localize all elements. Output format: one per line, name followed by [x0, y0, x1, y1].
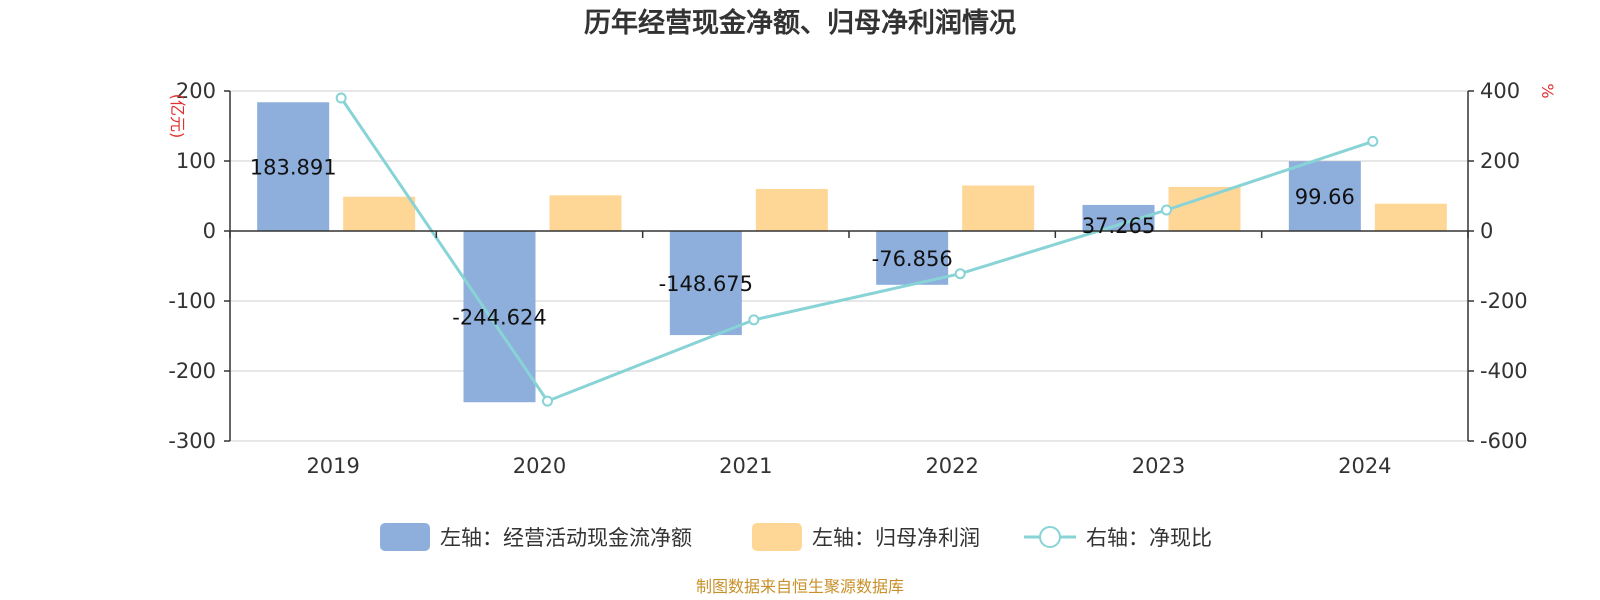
- legend-label-ratio: 右轴：净现比: [1086, 526, 1212, 550]
- axes: 200 100 0 -100 -200 -300 400 200 0 -200 -400 -600 20…: [168, 79, 1527, 478]
- bar-net-profit: [1374, 203, 1447, 231]
- bar-net-profit: [1168, 186, 1241, 231]
- x-tick-label: 2019: [306, 454, 359, 478]
- bar-cashflow: [876, 231, 949, 285]
- ratio-line: [335, 92, 1379, 407]
- left-tick-label: -200: [168, 359, 216, 383]
- data-label-cashflow: 37.265: [1082, 214, 1155, 238]
- data-label-cashflow: 99.66: [1295, 185, 1355, 209]
- chart-title: 历年经营现金净额、归母净利润情况: [584, 7, 1016, 39]
- bars: [257, 102, 1447, 403]
- bar-cashflow: [463, 231, 536, 403]
- data-label-cashflow: 183.891: [250, 156, 337, 180]
- ratio-point: [542, 395, 553, 407]
- left-tick-label: -100: [168, 289, 216, 313]
- bar-net-profit: [755, 189, 828, 231]
- right-tick-label: 0: [1480, 219, 1493, 243]
- x-tick-label: 2022: [925, 454, 978, 478]
- ratio-line-path: [339, 97, 1374, 403]
- right-axis-unit: %: [1538, 83, 1557, 98]
- left-tick-label: -300: [168, 429, 216, 453]
- right-tick-label: 200: [1480, 149, 1520, 173]
- right-tick-label: -400: [1480, 359, 1528, 383]
- data-labels: 183.891 -244.624 -148.675 -76.856 37.265 99.6…: [250, 156, 1355, 330]
- x-tick-label: 2020: [513, 454, 566, 478]
- source-note: 制图数据来自恒生聚源数据库: [696, 577, 904, 596]
- legend-marker-ratio: [1039, 526, 1061, 548]
- left-tick-label: 0: [203, 219, 216, 243]
- data-label-cashflow: -76.856: [872, 247, 953, 271]
- bar-net-profit: [549, 195, 622, 231]
- right-tick-label: -600: [1480, 429, 1528, 453]
- right-tick-label: -200: [1480, 289, 1528, 313]
- data-label-cashflow: -244.624: [452, 306, 546, 330]
- x-tick-label: 2021: [719, 454, 772, 478]
- legend-swatch-cashflow: [380, 523, 430, 551]
- bar-net-profit: [962, 185, 1035, 231]
- left-tick-label: 200: [176, 79, 216, 103]
- left-axis-unit: (亿元): [168, 94, 187, 139]
- legend-label-net-profit: 左轴：归母净利润: [812, 526, 980, 550]
- legend: 左轴：经营活动现金流净额 左轴：归母净利润 右轴：净现比: [380, 523, 1212, 551]
- bar-cashflow: [669, 231, 742, 336]
- bar-cashflow: [1288, 161, 1361, 231]
- right-tick-label: 400: [1480, 79, 1520, 103]
- grid-lines: [230, 90, 1468, 442]
- ratio-point: [1161, 204, 1172, 216]
- x-tick-label: 2024: [1338, 454, 1391, 478]
- left-tick-label: 100: [176, 149, 216, 173]
- ratio-point: [954, 268, 966, 280]
- bar-cashflow: [257, 102, 330, 231]
- x-tick-label: 2023: [1132, 454, 1185, 478]
- data-label-cashflow: -148.675: [659, 272, 753, 296]
- bar-net-profit: [343, 196, 416, 231]
- legend-label-cashflow: 左轴：经营活动现金流净额: [440, 526, 692, 550]
- ratio-point: [335, 92, 347, 104]
- ratio-point: [748, 314, 760, 326]
- ratio-point: [1367, 135, 1379, 147]
- legend-swatch-net-profit: [752, 523, 802, 551]
